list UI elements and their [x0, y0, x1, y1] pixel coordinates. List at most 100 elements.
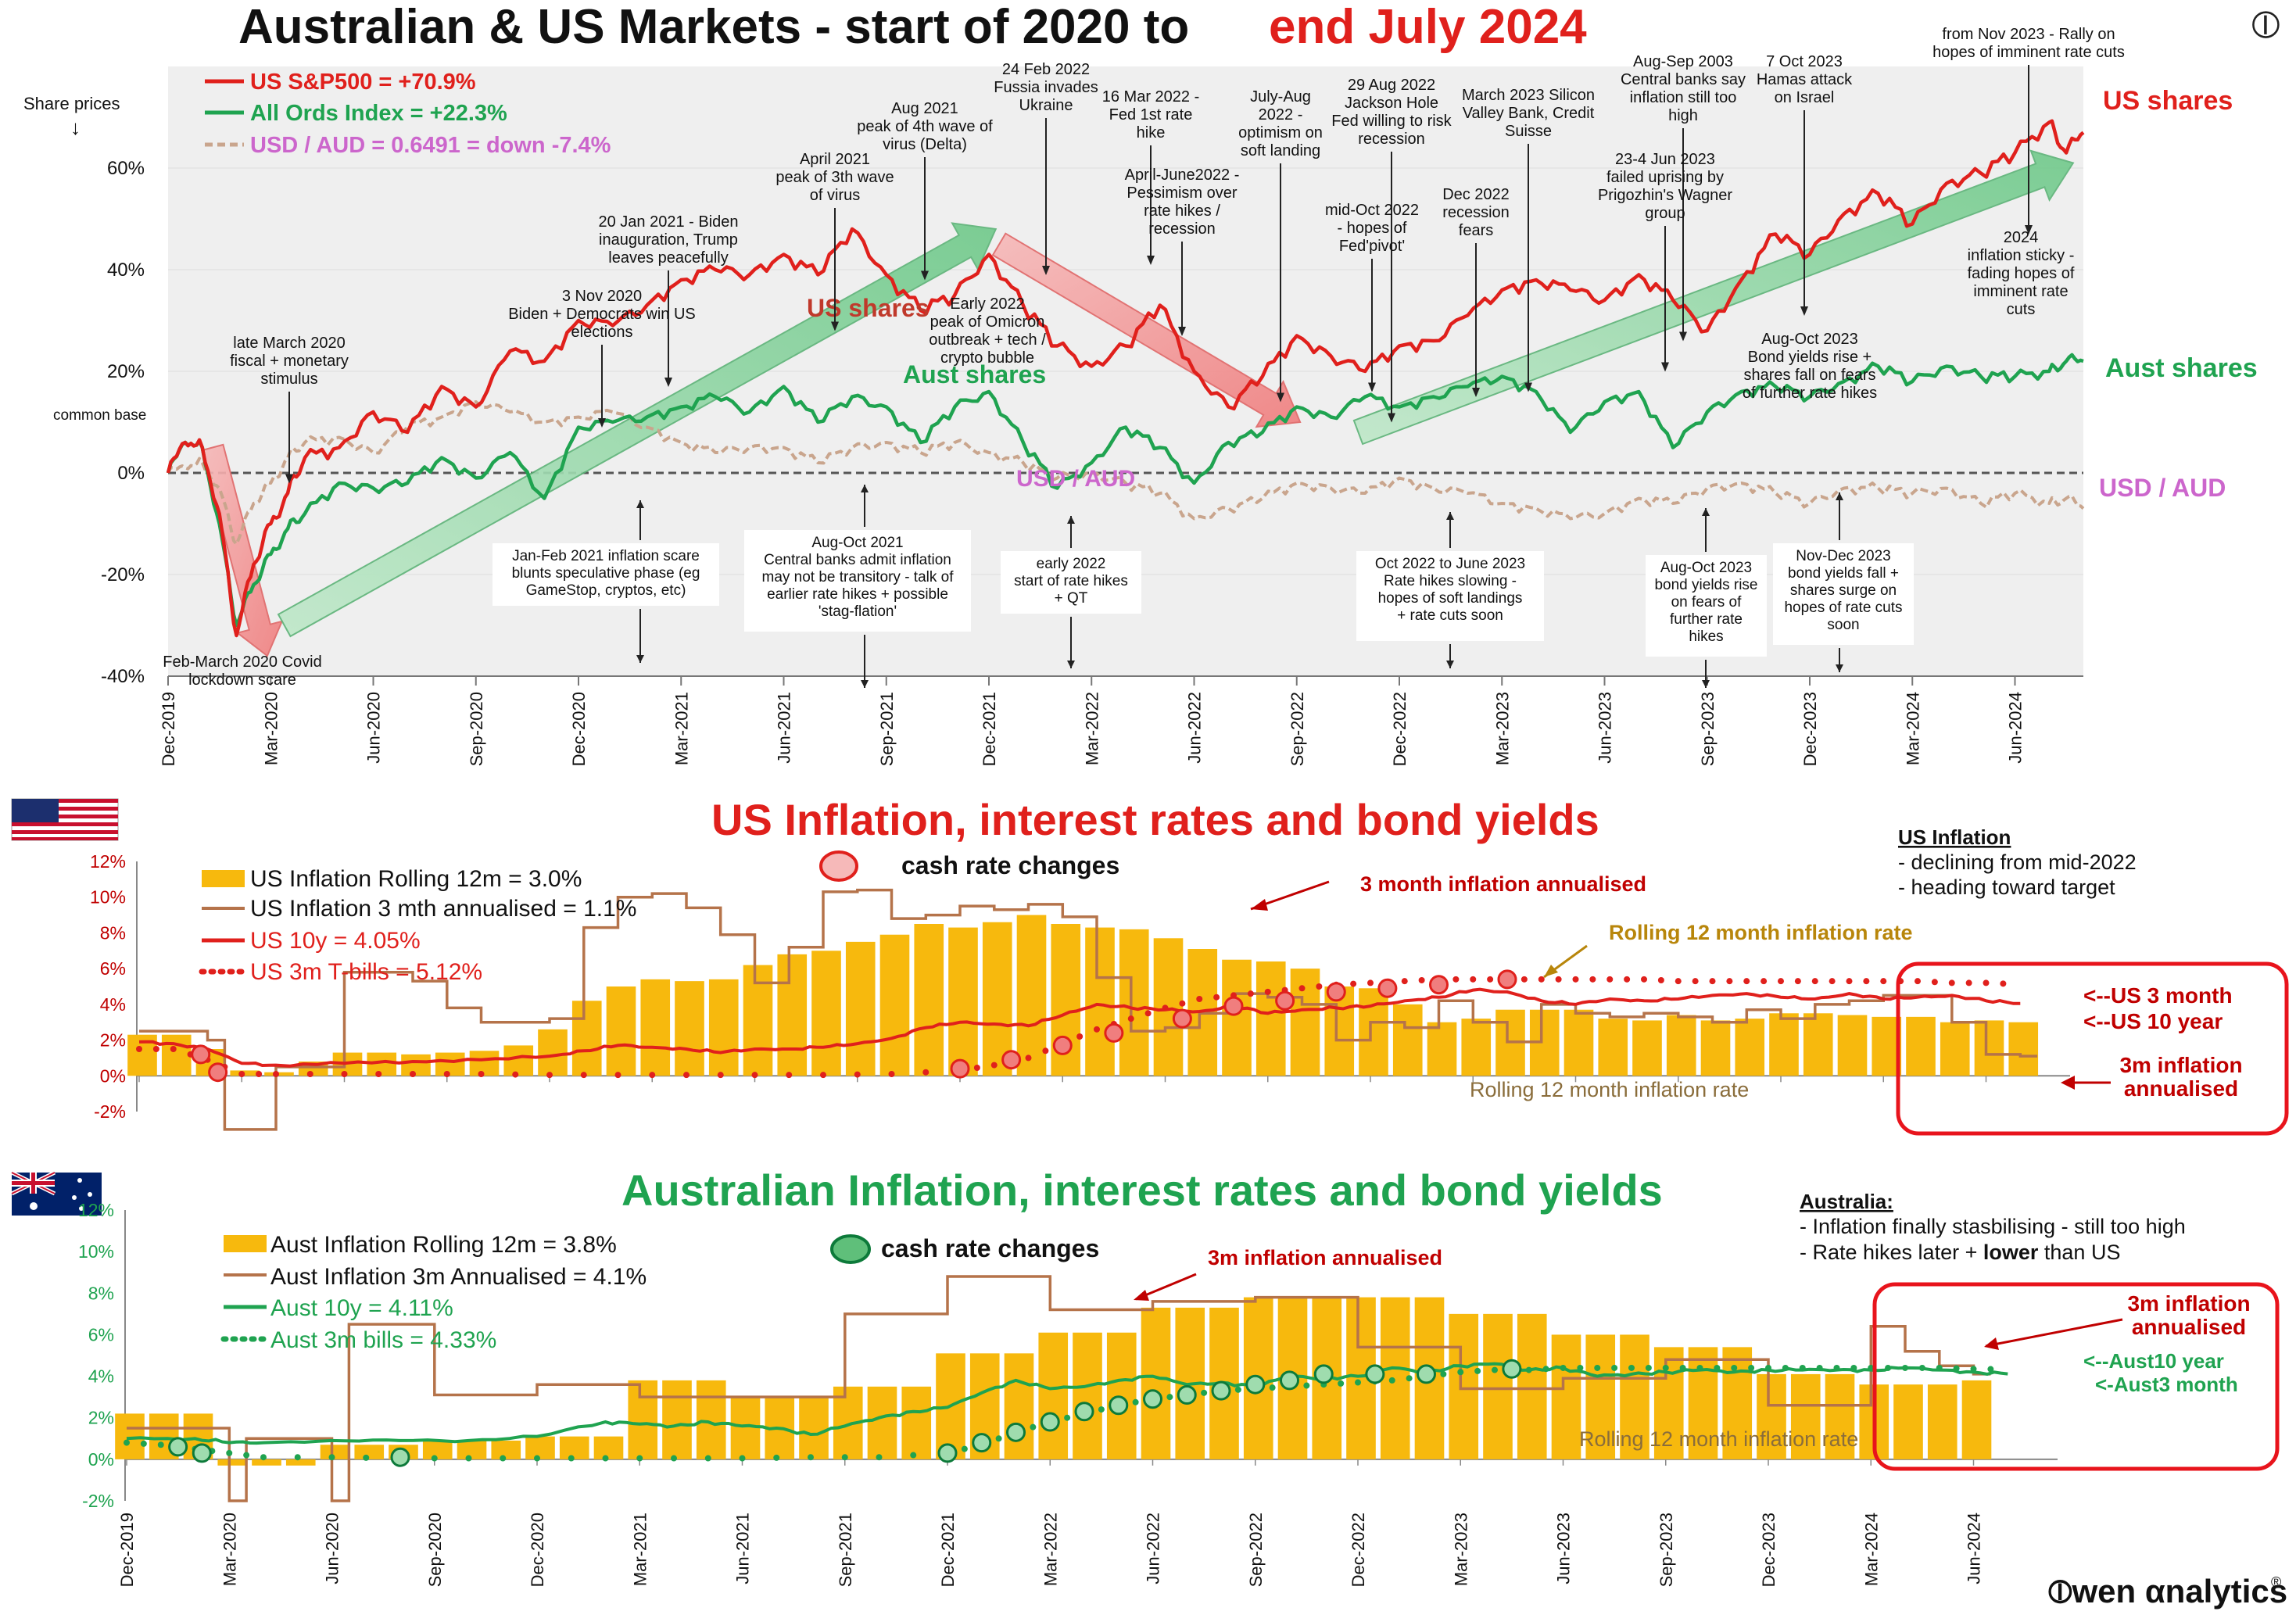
aus-x-tick-label: Jun-2021: [733, 1513, 753, 1584]
markets-y-tick-label: 40%: [107, 260, 145, 281]
us-note-callout-arrowhead: [2061, 1076, 2075, 1090]
aus-x-tick-label: Jun-2024: [1965, 1513, 1984, 1584]
bond-10y-line: [126, 1362, 2008, 1445]
callout-line: 3m inflation: [2127, 1291, 2250, 1316]
markets-annotation: Aug-Oct 2023 Bond yields rise + shares fal…: [1743, 331, 1877, 402]
cash-rate-change-marker: [1104, 1022, 1124, 1043]
inflation-bar: [1551, 1334, 1581, 1459]
inflation-bar: [1769, 1013, 1799, 1076]
bills-3m-dot: [1418, 977, 1425, 983]
bills-3m-dot: [170, 1046, 177, 1052]
bills-3m-dot: [1833, 1364, 1840, 1371]
inflation-bar: [354, 1445, 385, 1459]
bills-3m-dot: [1606, 976, 1614, 983]
annotation-box: [493, 543, 719, 606]
bills-3m-dot: [1880, 978, 1887, 985]
bills-3m-dot: [260, 1454, 267, 1461]
aus-note-3month: <-Aust3 month: [2095, 1373, 2238, 1396]
bills-3m-dot: [328, 1454, 335, 1461]
annotation-box: [1773, 543, 1914, 645]
inflation-bar: [662, 1380, 692, 1459]
cash-rate-change-marker: [1326, 982, 1346, 1002]
annotation-box-text: Aug-Oct 2021 Central banks admit inflatio…: [762, 535, 955, 620]
annotation-box: [1356, 551, 1544, 641]
y-tick-label: 4%: [100, 994, 126, 1015]
inflation-bar: [811, 951, 841, 1076]
bills-3m-dot: [152, 1046, 159, 1052]
inflation-bar: [525, 1436, 555, 1459]
aus-x-tick-label: Dec-2019: [117, 1513, 137, 1587]
markets-x-tick-label: Mar-2020: [261, 692, 281, 765]
bills-3m-dot: [1799, 1364, 1806, 1371]
bills-3m-dot: [1452, 976, 1460, 983]
bills-3m-dot: [649, 1072, 656, 1079]
inflation-bar: [640, 979, 671, 1076]
aus-legend-bar-label: Aust Inflation Rolling 12m = 3.8%: [270, 1232, 617, 1258]
aus-x-tick-label: Dec-2020: [528, 1513, 547, 1587]
markets-gridlines: [168, 167, 2083, 677]
markets-x-tick-label: Mar-2022: [1082, 692, 1101, 765]
cash-rate-change-marker: [1245, 1374, 1266, 1395]
markets-x-tick-label: Jun-2023: [1596, 692, 1615, 764]
bills-3m-dot: [922, 1069, 930, 1076]
cash-rate-change-marker: [1040, 1412, 1060, 1432]
inflation-bar: [1620, 1334, 1649, 1459]
us-lines: [136, 888, 2038, 1131]
bills-3m-dot: [1696, 1364, 1703, 1371]
cash-rate-change-marker: [972, 1433, 992, 1453]
inflation-bar: [1598, 1019, 1628, 1076]
trend-arrow-2022-fall: [991, 232, 1302, 428]
legend-aus-label: All Ords Index = +22.3%: [250, 101, 507, 126]
annotation-pointer-head: [1368, 382, 1376, 392]
annotation-pointer-head: [1147, 256, 1155, 265]
bills-3m-dot: [1915, 978, 1921, 985]
bills-3m-dot: [1303, 1382, 1310, 1389]
bills-3m-dot: [1247, 990, 1254, 997]
markets-x-tick-labels: Dec-2019 Mar-2020 Jun-2020 Sep-2020 Dec-2020…: [159, 676, 2026, 766]
cash-rate-change-marker: [1497, 969, 1517, 990]
us-notes-title: US Inflation: [1898, 825, 2011, 849]
inflation-bar: [948, 927, 978, 1076]
inflation-bar: [285, 1459, 316, 1466]
markets-annotation: 2024 inflation sticky -fading hopes of imm…: [1968, 229, 2075, 318]
markets-x-tick-label: Jun-2022: [1185, 692, 1205, 764]
markets-annotation: Dec 2022 recession fears: [1442, 186, 1510, 239]
inflation-bar: [1700, 1020, 1731, 1076]
callout-line: annualised: [2124, 1076, 2238, 1101]
bills-3m-dot: [157, 1441, 164, 1448]
markets-trend-arrows: [201, 149, 2075, 657]
annotation-box-pointer-down-head: [1067, 661, 1075, 668]
us-note-rolling12: Rolling 12 month inflation rate: [1609, 921, 1913, 944]
annotation-box-text: Oct 2022 to June 2023 Rate hikes slowing …: [1375, 556, 1525, 624]
inflation-bar: [593, 1436, 624, 1459]
bills-3m-dot: [1094, 1026, 1100, 1033]
inflation-bar: [2008, 1022, 2039, 1076]
bills-3m-dot: [1196, 996, 1203, 1002]
bills-3m-dot: [973, 1065, 980, 1071]
annotation-box-pointer-up-head: [636, 500, 644, 508]
annotation-pointer-head: [1277, 392, 1284, 403]
bills-3m-dot: [876, 1454, 883, 1461]
bills-3m-dot: [1401, 978, 1408, 985]
bills-3m-dot: [1298, 985, 1306, 992]
inflation-bar: [1893, 1384, 1923, 1459]
inflation-bar: [230, 1070, 260, 1076]
markets-y-tick-label: 60%: [107, 158, 145, 179]
cash-rate-change-marker: [1172, 1008, 1192, 1029]
markets-x-tick-label: Mar-2024: [1903, 692, 1922, 765]
bills-3m-dot: [717, 1072, 724, 1079]
inflation-bar: [1427, 1022, 1457, 1076]
bills-3m-dot: [1542, 1366, 1549, 1373]
inflation-bar: [1825, 1373, 1855, 1459]
inflation-bar: [1153, 938, 1184, 1076]
bills-3m-dot: [671, 1455, 677, 1462]
y-tick-label: 6%: [88, 1324, 114, 1345]
aus-x-tick-label: Mar-2022: [1041, 1513, 1060, 1586]
aus-legend-bills-label: Aust 3m bills = 4.33%: [270, 1327, 496, 1353]
aus-x-tick-label: Mar-2024: [1861, 1513, 1881, 1586]
bills-3m-dot: [1560, 1364, 1567, 1371]
bills-3m-dot: [1127, 1015, 1134, 1022]
bills-3m-dot: [410, 1071, 416, 1077]
cash-rate-change-marker: [1143, 1389, 1162, 1409]
markets-annotations: late March 2020 fiscal + monetary stimulus…: [163, 26, 2125, 689]
